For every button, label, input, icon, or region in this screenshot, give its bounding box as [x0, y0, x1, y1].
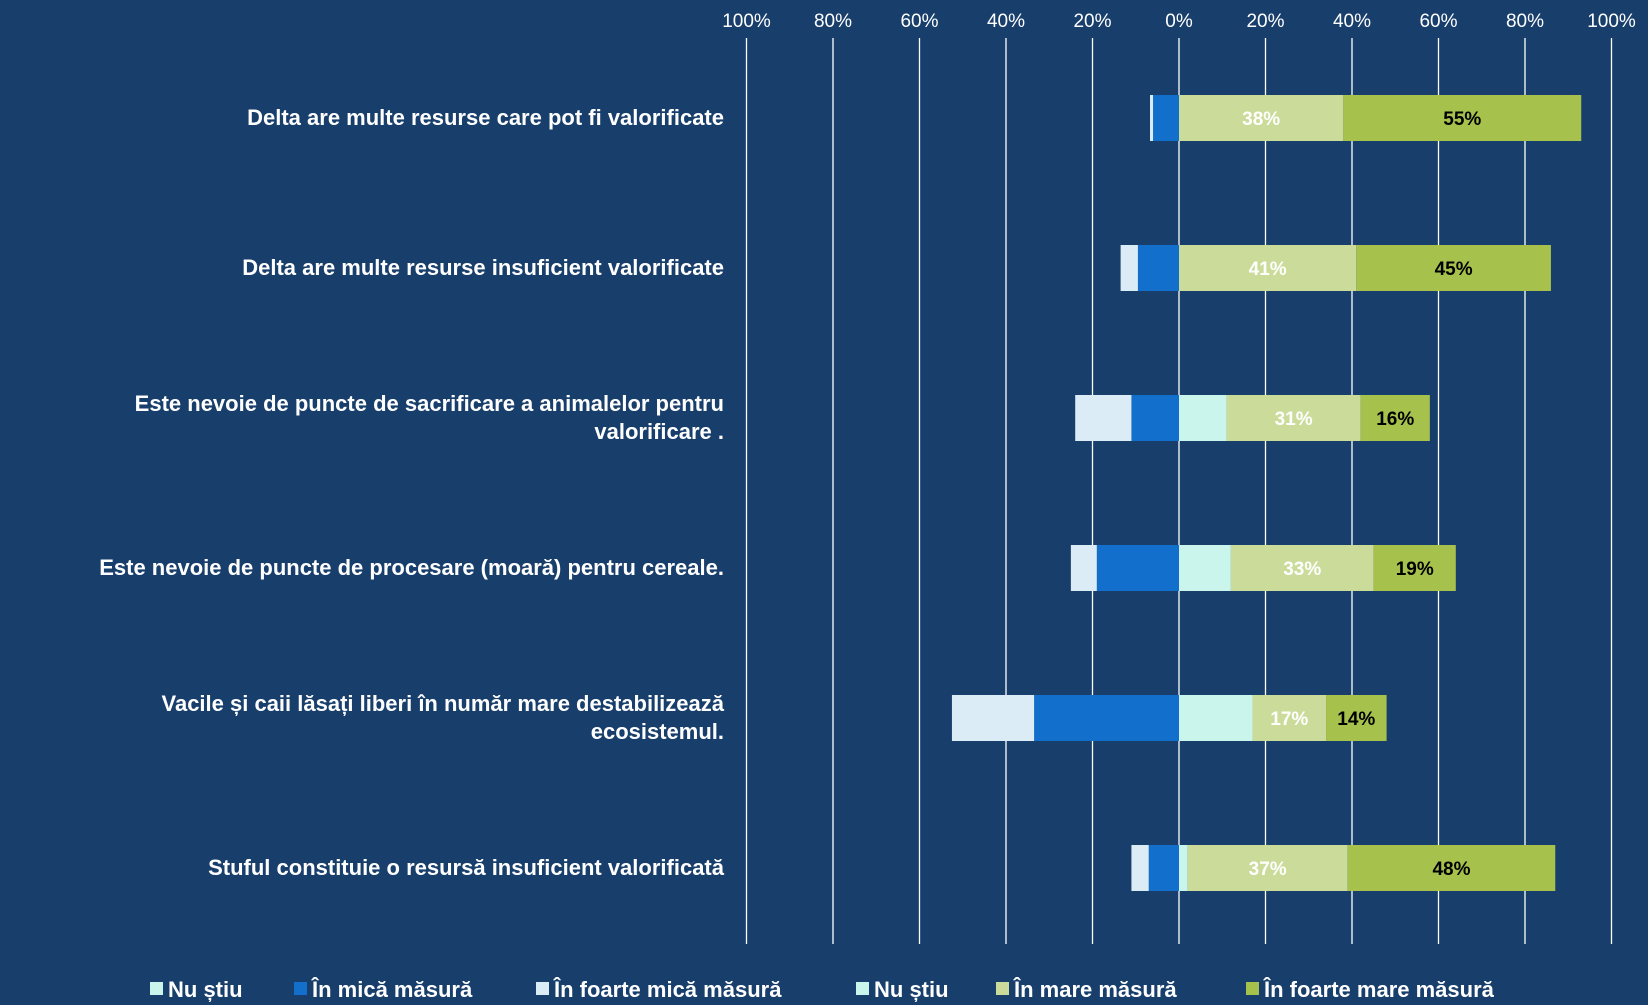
legend-swatch	[1246, 982, 1259, 995]
x-tick-label: 60%	[1419, 11, 1457, 32]
bar-segment	[1252, 695, 1327, 741]
legend-swatch	[996, 982, 1009, 995]
data-label: 48%	[1432, 859, 1470, 880]
bar-segment	[1150, 95, 1154, 141]
x-tick-label: 40%	[987, 11, 1025, 32]
category-label: Stuful constituie o resursă insuficient …	[208, 855, 725, 880]
data-label: 55%	[1443, 109, 1481, 130]
legend-entry: În mare măsură	[1013, 977, 1177, 1002]
bar-segment	[1070, 545, 1097, 591]
x-axis-tick-labels: 100% 80% 60% 40% 20% 0% 20% 40% 60% 80% 100%	[722, 11, 1636, 32]
legend-entry: În foarte mică măsură	[553, 977, 782, 1002]
gridlines	[745, 38, 1613, 944]
legend-swatch	[150, 982, 163, 995]
data-label: 31%	[1275, 409, 1313, 430]
bar-segment	[1226, 395, 1361, 441]
x-tick-label: 0%	[1165, 11, 1193, 32]
data-label: 41%	[1249, 259, 1287, 280]
bar-segment	[1034, 695, 1179, 741]
x-tick-label: 100%	[1587, 11, 1636, 32]
bar-segment	[1179, 245, 1357, 291]
category-label: Este nevoie de puncte de sacrificare a a…	[135, 391, 724, 416]
data-label: 14%	[1337, 709, 1375, 730]
bar-segment	[1131, 395, 1179, 441]
bar-segment	[1148, 845, 1179, 891]
data-label: 19%	[1396, 559, 1434, 580]
bar-segment	[1347, 845, 1556, 891]
bar-segment	[1187, 845, 1348, 891]
bar-segment	[1360, 395, 1430, 441]
bars: 38% 55% 41% 45% 31% 16% 33% 19% 17% 14% 37% 48%	[951, 95, 1582, 891]
data-label: 33%	[1283, 559, 1321, 580]
x-tick-label: 40%	[1333, 11, 1371, 32]
x-tick-label: 100%	[722, 11, 771, 32]
category-label: valorificare .	[594, 419, 724, 444]
bar-segment	[1131, 845, 1149, 891]
bar-segment	[1373, 545, 1456, 591]
data-label: 16%	[1376, 409, 1414, 430]
x-tick-label: 80%	[1506, 11, 1544, 32]
category-labels: Delta are multe resurse care pot fi valo…	[99, 105, 725, 880]
legend-swatch	[856, 982, 869, 995]
legend: Nu știu În mică măsură În foarte mică măsu…	[150, 977, 1495, 1002]
bar-segment	[1179, 845, 1188, 891]
x-tick-label: 80%	[814, 11, 852, 32]
bar-segment	[1179, 395, 1227, 441]
category-label: Delta are multe resurse care pot fi valo…	[247, 105, 724, 130]
bar-segment	[1120, 245, 1138, 291]
category-label: Delta are multe resurse insuficient valo…	[242, 255, 724, 280]
legend-swatch	[294, 982, 307, 995]
category-label: Vacile și caii lăsați liberi în număr ma…	[162, 691, 725, 716]
bar-segment	[1326, 695, 1387, 741]
data-label: 37%	[1249, 859, 1287, 880]
category-label: Este nevoie de puncte de procesare (moar…	[99, 555, 724, 580]
bar-segment	[1137, 245, 1179, 291]
category-label: ecosistemul.	[591, 719, 724, 744]
legend-entry: Nu știu	[874, 977, 949, 1002]
bar-segment	[951, 695, 1035, 741]
bar-segment	[1096, 545, 1179, 591]
data-label: 38%	[1242, 109, 1280, 130]
x-tick-label: 20%	[1073, 11, 1111, 32]
legend-entry: Nu știu	[168, 977, 243, 1002]
data-label: 45%	[1435, 259, 1473, 280]
legend-swatch	[536, 982, 549, 995]
bar-segment	[1153, 95, 1179, 141]
bar-segment	[1230, 545, 1374, 591]
x-tick-label: 60%	[900, 11, 938, 32]
bar-segment	[1356, 245, 1551, 291]
x-tick-label: 20%	[1246, 11, 1284, 32]
bar-segment	[1343, 95, 1582, 141]
bar-segment	[1179, 545, 1231, 591]
bar-segment	[1179, 95, 1344, 141]
bar-segment	[1075, 395, 1132, 441]
data-label: 17%	[1270, 709, 1308, 730]
legend-entry: În mică măsură	[311, 977, 473, 1002]
legend-entry: În foarte mare măsură	[1263, 977, 1495, 1002]
bar-segment	[1179, 695, 1253, 741]
